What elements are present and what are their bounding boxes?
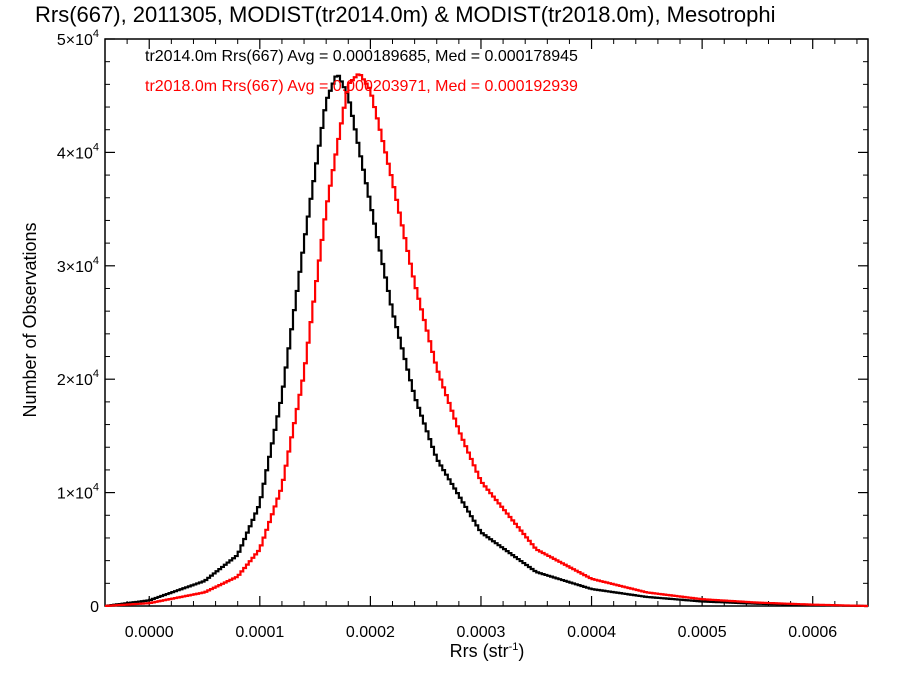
chart-title: Rrs(667), 2011305, MODIST(tr2014.0m) & M… (35, 2, 776, 27)
y-tick-label-exponent: 4 (93, 368, 99, 380)
y-tick-label: 2×104 (57, 368, 99, 389)
x-axis: 0.0000 0.0001 0.0002 0.0003 0.0004 0.0005 0.00… (104, 39, 858, 641)
x-tick-label: 0.0003 (457, 624, 506, 641)
y-tick-label: 4×104 (57, 141, 99, 162)
series-annotation-tr2018: tr2018.0m Rrs(667) Avg = 0.000203971, Me… (145, 78, 578, 95)
series-annotation-tr2014: tr2014.0m Rrs(667) Avg = 0.000189685, Me… (145, 48, 578, 65)
x-tick-label: 0.0000 (125, 624, 174, 641)
x-axis-label-exponent: -1 (509, 641, 519, 653)
x-tick-label: 0.0001 (235, 624, 284, 641)
x-axis-label: Rrs (str-1) (450, 641, 525, 661)
y-tick-label-mantissa: 3×10 (57, 259, 93, 276)
y-tick-label: 1×104 (57, 482, 99, 503)
y-tick-label-mantissa: 5×10 (57, 32, 93, 49)
y-tick-label-exponent: 4 (93, 28, 99, 40)
series-line-tr2018.0m (105, 73, 868, 608)
y-tick-label: 5×104 (57, 28, 99, 49)
y-tick-label-mantissa: 1×10 (57, 486, 93, 503)
y-tick-label-mantissa: 2×10 (57, 372, 93, 389)
y-tick-label: 3×104 (57, 255, 99, 276)
x-tick-label: 0.0005 (678, 624, 727, 641)
x-axis-label-tail: ) (518, 641, 524, 661)
x-tick-label: 0.0004 (567, 624, 616, 641)
series-layer (105, 73, 868, 608)
y-axis-label: Number of Observations (20, 222, 40, 417)
x-axis-label-main: Rrs (str (450, 641, 509, 661)
series-line-tr2014.0m (105, 74, 868, 608)
y-tick-label-exponent: 4 (93, 255, 99, 267)
y-tick-label-mantissa: 4×10 (57, 145, 93, 162)
y-tick-label-exponent: 4 (93, 141, 99, 153)
y-tick-label: 0 (90, 599, 99, 616)
y-tick-label-mantissa: 0 (90, 599, 99, 616)
y-tick-label-exponent: 4 (93, 482, 99, 494)
x-tick-label: 0.0006 (788, 624, 837, 641)
plot-frame (104, 38, 869, 607)
x-tick-label: 0.0002 (346, 624, 395, 641)
